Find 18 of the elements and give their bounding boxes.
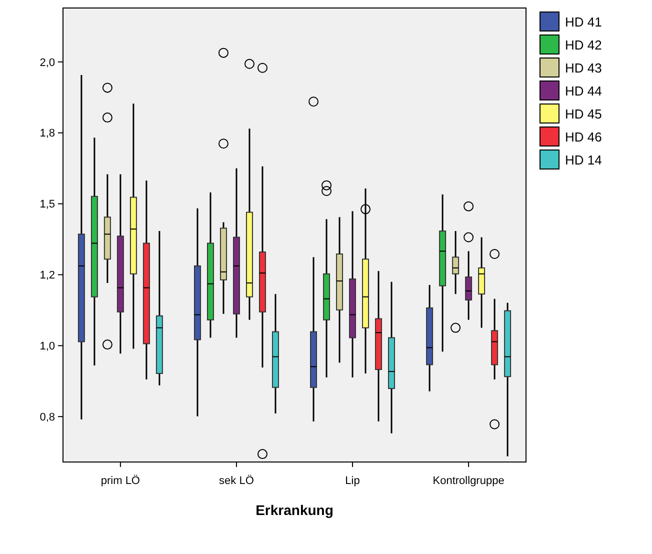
y-tick-label: 1,0 xyxy=(40,340,55,353)
legend-label: HD 41 xyxy=(565,14,602,30)
legend-label: HD 44 xyxy=(565,84,602,99)
x-tick-label: prim LÖ xyxy=(100,474,140,487)
y-tick-label: 1,2 xyxy=(40,270,55,282)
legend-label: HD 14 xyxy=(565,152,602,168)
x-axis-title: Erkrankung xyxy=(256,502,334,518)
legend-label: HD 43 xyxy=(565,60,602,76)
y-tick-label: 2,0 xyxy=(40,56,55,69)
legend-label: HD 45 xyxy=(565,106,602,122)
x-tick-label: sek LÖ xyxy=(219,474,254,487)
y-tick-label: 0,8 xyxy=(40,411,55,424)
x-tick-label: Lip xyxy=(345,475,360,487)
y-tick-label: 1,8 xyxy=(40,128,55,140)
legend-label: HD 46 xyxy=(565,130,602,145)
legend-label: HD 42 xyxy=(565,38,602,53)
x-tick-label: Kontrollgruppe xyxy=(432,475,504,487)
y-tick-label: 1,5 xyxy=(40,198,55,211)
